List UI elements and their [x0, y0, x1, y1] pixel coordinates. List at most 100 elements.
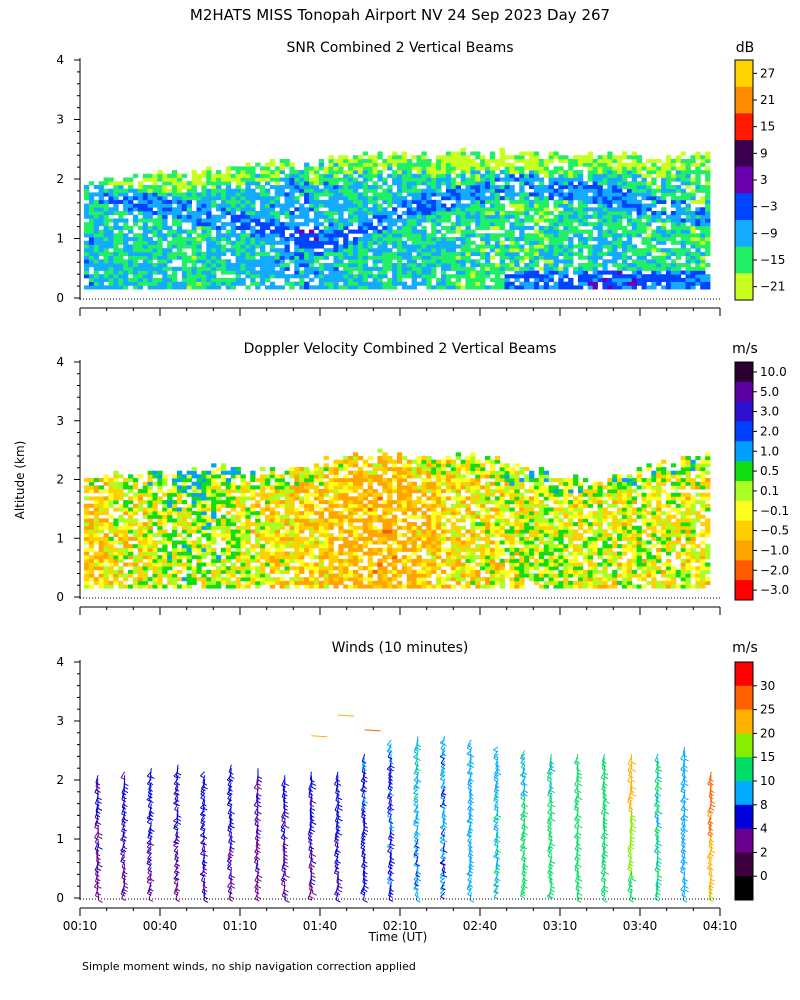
heatmap-cell [705, 203, 711, 208]
heatmap-cell [333, 162, 339, 167]
heatmap-cell [602, 203, 608, 208]
heatmap-cell [705, 277, 711, 283]
heatmap-cell [445, 266, 452, 271]
heatmap-cell [108, 240, 114, 245]
heatmap-cell [318, 177, 325, 182]
heatmap-cell [548, 188, 554, 193]
heatmap-cell [436, 214, 442, 219]
heatmap-cell [357, 244, 364, 249]
heatmap-cell [651, 248, 657, 253]
heatmap-cell [695, 199, 701, 204]
heatmap-cell [269, 489, 276, 494]
heatmap-cell [304, 192, 310, 197]
heatmap-cell [533, 151, 540, 156]
heatmap-cell [152, 507, 158, 512]
heatmap-cell [186, 281, 192, 286]
heatmap-cell [685, 158, 691, 164]
heatmap-cell [260, 496, 266, 501]
heatmap-cell [118, 489, 124, 494]
heatmap-cell [636, 270, 642, 275]
heatmap-cell [318, 573, 325, 578]
heatmap-cell [128, 210, 134, 216]
heatmap-cell [548, 255, 554, 260]
heatmap-cell [470, 270, 476, 275]
heatmap-cell [264, 474, 271, 479]
heatmap-cell [406, 162, 413, 167]
heatmap-cell [132, 558, 139, 563]
heatmap-cell [382, 210, 388, 216]
heatmap-cell [426, 196, 432, 201]
heatmap-cell [367, 177, 373, 182]
heatmap-cell [328, 170, 334, 175]
heatmap-cell [230, 522, 237, 527]
heatmap-cell [333, 255, 339, 260]
heatmap-cell [167, 251, 173, 257]
heatmap-cell [362, 263, 369, 268]
heatmap-cell [509, 244, 515, 249]
heatmap-cell [328, 210, 334, 216]
heatmap-cell [558, 166, 564, 171]
heatmap-cell [113, 577, 119, 582]
heatmap-cell [211, 463, 217, 468]
heatmap-cell [294, 573, 300, 578]
heatmap-cell [489, 270, 496, 275]
heatmap-cell [255, 181, 261, 186]
heatmap-cell [475, 218, 481, 223]
heatmap-cell [108, 492, 114, 497]
heatmap-cell [113, 259, 119, 264]
heatmap-cell [646, 248, 652, 253]
heatmap-cell [700, 170, 706, 175]
heatmap-cell [216, 207, 222, 212]
heatmap-cell [680, 210, 686, 216]
heatmap-cell [563, 259, 569, 264]
heatmap-cell [460, 214, 466, 219]
heatmap-cell [269, 555, 276, 560]
heatmap-cell [685, 170, 691, 175]
heatmap-cell [592, 251, 598, 257]
heatmap-cell [509, 237, 515, 242]
heatmap-cell [352, 248, 359, 253]
heatmap-cell [460, 248, 466, 253]
heatmap-cell [333, 166, 339, 171]
heatmap-cell [538, 158, 545, 164]
heatmap-cell [264, 551, 271, 556]
heatmap-cell [387, 263, 393, 268]
heatmap-cell [529, 162, 535, 167]
heatmap-cell [553, 229, 559, 234]
heatmap-cell [304, 274, 310, 279]
heatmap-cell [387, 203, 393, 208]
heatmap-cell [563, 173, 569, 178]
heatmap-cell [377, 237, 383, 242]
heatmap-cell [455, 210, 461, 216]
heatmap-cell [172, 173, 178, 178]
heatmap-cell [274, 525, 281, 530]
heatmap-cell [191, 214, 197, 219]
heatmap-cell [191, 569, 197, 574]
heatmap-cell [186, 584, 192, 589]
heatmap-cell [563, 210, 569, 216]
heatmap-cell [651, 266, 657, 271]
heatmap-cell [577, 196, 584, 201]
heatmap-cell [142, 199, 148, 204]
heatmap-cell [646, 184, 652, 190]
heatmap-cell [84, 551, 90, 556]
heatmap-cell [172, 577, 178, 582]
heatmap-cell [132, 485, 139, 490]
heatmap-cell [509, 225, 515, 230]
heatmap-cell [445, 173, 452, 178]
heatmap-cell [250, 210, 256, 216]
heatmap-cell [661, 263, 667, 268]
heatmap-cell [206, 188, 212, 193]
heatmap-cell [343, 233, 349, 238]
heatmap-cell [157, 192, 163, 197]
heatmap-cell [489, 277, 496, 283]
heatmap-cell [529, 274, 535, 279]
heatmap-cell [274, 270, 281, 275]
heatmap-cell [460, 270, 466, 275]
heatmap-cell [206, 478, 212, 483]
heatmap-cell [617, 270, 623, 275]
heatmap-cell [665, 162, 672, 167]
heatmap-cell [264, 270, 271, 275]
heatmap-cell [157, 558, 163, 563]
heatmap-cell [235, 474, 241, 479]
